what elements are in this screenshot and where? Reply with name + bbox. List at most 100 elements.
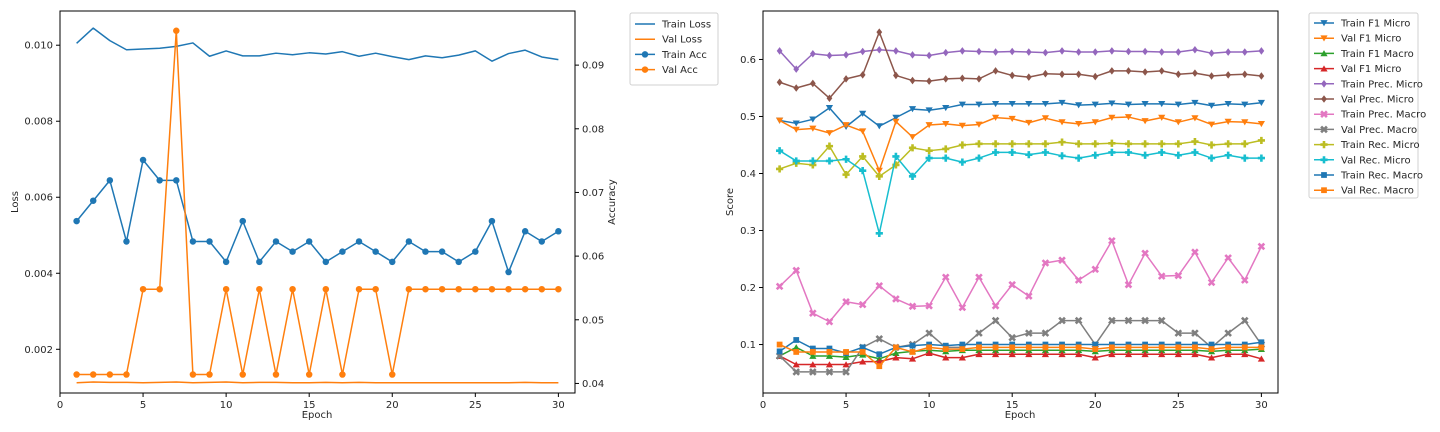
point-val-rec-micro	[1158, 148, 1166, 156]
point-train-rec-micro	[908, 144, 917, 152]
point-val-acc	[239, 371, 246, 378]
point-val-f1-micro	[1257, 355, 1265, 362]
score-x-tick-label: 30	[1255, 400, 1268, 411]
score-x-tick-label: 20	[1089, 400, 1102, 411]
point-val-f1-micro	[892, 354, 900, 361]
loss-accuracy-legend-label-val-acc: Val Acc	[662, 65, 698, 76]
point-val-rec-micro	[1008, 148, 1016, 156]
point-train-f1-micro	[1207, 102, 1216, 109]
point-train-prec-micro	[1158, 48, 1165, 56]
point-val-acc	[73, 371, 80, 378]
point-train-acc	[488, 217, 496, 225]
point-val-prec-micro	[793, 84, 800, 92]
score-legend-label-train-rec-macro: Train Rec. Macro	[1340, 171, 1423, 182]
point-val-f1-micro	[1124, 114, 1133, 121]
score-y-tick-label: 0.3	[740, 226, 756, 237]
point-val-f1-micro	[1207, 354, 1216, 361]
point-train-rec-macro	[909, 342, 916, 349]
point-val-rec-macro	[1042, 344, 1049, 351]
point-val-f1-micro	[991, 350, 1000, 358]
point-val-acc	[272, 371, 280, 378]
point-val-rec-micro	[809, 157, 817, 165]
point-train-rec-micro	[1075, 140, 1083, 148]
point-train-acc	[89, 197, 97, 204]
point-train-prec-micro	[1092, 48, 1099, 56]
point-train-f1-micro	[892, 114, 900, 121]
loss-accuracy-x-tick-label: 30	[552, 400, 565, 411]
point-val-f1-micro	[1224, 350, 1232, 358]
point-val-prec-micro	[926, 77, 933, 85]
point-val-prec-micro	[826, 94, 833, 103]
point-train-rec-micro	[776, 165, 784, 173]
point-val-prec-micro	[992, 67, 999, 75]
series-line-train-prec-micro	[779, 49, 1262, 70]
point-val-rec-macro	[776, 341, 783, 348]
point-train-acc	[372, 248, 379, 255]
point-val-f1-micro	[1091, 119, 1099, 126]
point-train-rec-micro	[942, 145, 950, 153]
point-val-f1-micro	[1174, 350, 1182, 358]
loss-accuracy-legend-marker	[641, 66, 649, 73]
point-val-f1-micro	[809, 125, 817, 132]
point-val-rec-micro	[908, 172, 917, 180]
score-x-tick-label: 0	[760, 400, 766, 411]
loss-accuracy-x-tick-label: 25	[469, 400, 482, 411]
point-train-prec-macro	[975, 273, 983, 282]
point-train-rec-macro	[876, 351, 883, 358]
point-train-acc	[322, 258, 330, 266]
point-val-rec-micro	[1207, 154, 1216, 162]
series-line-train-acc	[76, 159, 559, 273]
point-val-rec-macro	[859, 349, 866, 355]
point-train-prec-micro	[826, 51, 833, 60]
point-val-acc	[173, 27, 180, 34]
point-train-rec-micro	[1158, 140, 1166, 148]
point-train-f1-micro	[1041, 101, 1050, 108]
score-y-tick-label: 0.2	[740, 283, 756, 294]
point-train-prec-macro	[908, 302, 917, 311]
point-train-prec-macro	[1174, 271, 1183, 280]
point-val-rec-micro	[942, 154, 950, 162]
point-val-rec-macro	[809, 349, 816, 355]
point-val-f1-micro	[875, 167, 883, 174]
point-train-prec-micro	[876, 45, 883, 54]
point-train-f1-macro	[842, 353, 850, 360]
point-train-prec-micro	[793, 65, 800, 73]
point-train-prec-micro	[1125, 47, 1132, 56]
score-legend-marker	[1320, 50, 1328, 57]
point-val-f1-micro	[958, 122, 966, 129]
accuracy-y-tick-label: 0.09	[582, 61, 604, 72]
point-val-rec-macro	[1175, 344, 1182, 351]
point-val-prec-micro	[1142, 68, 1148, 76]
point-val-rec-micro	[842, 155, 850, 163]
point-val-acc	[123, 371, 130, 378]
point-val-prec-micro	[809, 79, 816, 88]
point-val-f1-micro	[1091, 354, 1099, 361]
point-train-acc	[156, 177, 163, 184]
series-line-train-prec-macro	[779, 240, 1263, 323]
score-legend-marker	[1320, 35, 1328, 42]
point-train-acc	[272, 238, 280, 245]
point-train-prec-micro	[1192, 45, 1198, 54]
point-train-acc	[73, 217, 80, 225]
point-train-prec-macro	[875, 282, 884, 290]
point-val-prec-micro	[776, 78, 783, 87]
point-val-f1-micro	[792, 361, 800, 368]
point-val-rec-micro	[792, 157, 800, 165]
point-train-prec-micro	[926, 51, 933, 60]
point-val-prec-micro	[976, 75, 982, 83]
score-legend-marker	[1321, 187, 1327, 194]
point-train-acc	[355, 238, 363, 245]
point-val-f1-micro	[1025, 350, 1033, 358]
point-val-f1-micro	[825, 130, 834, 137]
loss-accuracy-x-tick-label: 15	[303, 400, 316, 411]
point-val-f1-micro	[975, 350, 983, 358]
point-val-prec-micro	[1059, 70, 1065, 79]
point-train-prec-micro	[1175, 48, 1182, 56]
point-train-prec-macro	[792, 266, 801, 275]
point-train-prec-micro	[992, 48, 999, 56]
point-val-acc	[89, 371, 97, 378]
score-legend-label-train-rec-micro: Train Rec. Micro	[1340, 140, 1420, 151]
point-val-f1-micro	[942, 354, 950, 361]
point-val-rec-micro	[1108, 148, 1116, 156]
point-train-f1-micro	[1224, 101, 1232, 108]
